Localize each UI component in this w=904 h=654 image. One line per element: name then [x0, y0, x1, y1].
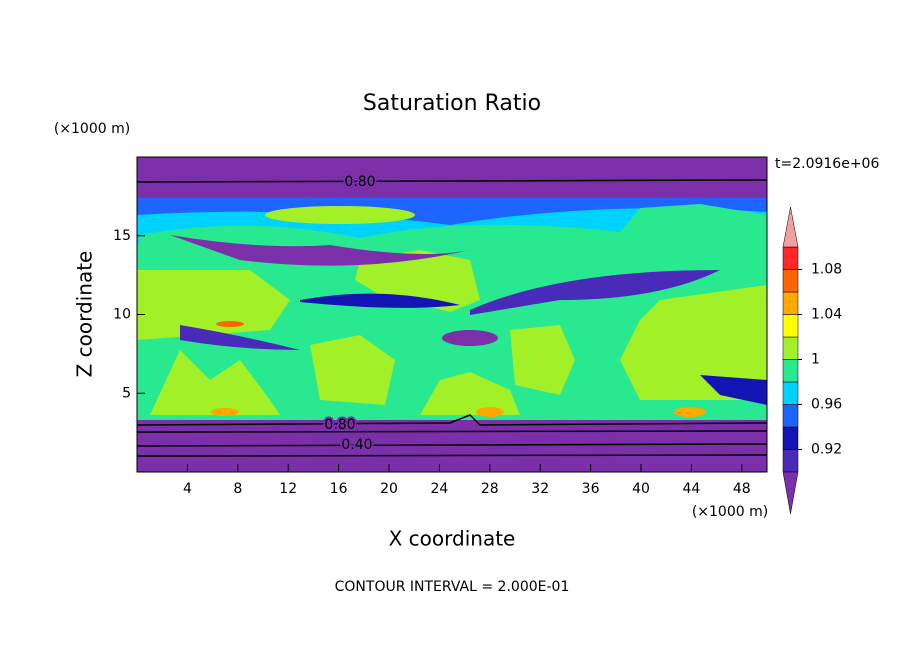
x-tick-label: 32 — [531, 481, 549, 497]
colorbar-box — [782, 314, 799, 338]
colorbar-box — [782, 291, 799, 315]
y-unit: (×1000 m) — [54, 121, 130, 137]
x-tick-label: 16 — [330, 481, 348, 497]
contour-label: 0.80 — [324, 417, 355, 433]
colorbar-low — [782, 471, 799, 515]
x-axis-label: X coordinate — [389, 527, 516, 551]
colorbar-box — [782, 359, 799, 383]
contour-label: 0.80 — [344, 174, 375, 190]
colorbar-tick-label: 0.96 — [811, 397, 842, 413]
contour-field — [136, 156, 768, 473]
x-tick-label: 48 — [733, 481, 751, 497]
colorbar-box — [782, 381, 799, 405]
colorbar-box — [782, 426, 799, 450]
y-axis-label: Z coordinate — [73, 251, 97, 378]
y-tick-label: 15 — [113, 228, 131, 244]
x-tick-label: 36 — [582, 481, 600, 497]
x-tick-label: 28 — [481, 481, 499, 497]
colorbar-box — [782, 449, 799, 473]
x-tick-label: 4 — [183, 481, 192, 497]
x-tick-label: 20 — [380, 481, 398, 497]
chart-title: Saturation Ratio — [363, 91, 541, 116]
x-tick-label: 44 — [682, 481, 700, 497]
colorbar-high — [782, 206, 799, 248]
colorbar-box — [782, 246, 799, 270]
colorbar-tick-label: 1.04 — [811, 307, 842, 323]
y-tick-label: 10 — [113, 307, 131, 323]
colorbar-tick-label: 1 — [811, 352, 820, 368]
colorbar-tick-label: 0.92 — [811, 442, 842, 458]
x-tick-label: 12 — [279, 481, 297, 497]
y-tick-label: 5 — [122, 385, 131, 401]
colorbar-box — [782, 404, 799, 428]
x-tick-label: 24 — [430, 481, 448, 497]
colorbar-tick-label: 1.08 — [811, 262, 842, 278]
contour-label: 0.40 — [341, 437, 372, 453]
colorbar-box — [782, 336, 799, 360]
footer: CONTOUR INTERVAL = 2.000E-01 — [335, 579, 570, 595]
x-tick-label: 8 — [233, 481, 242, 497]
x-unit: (×1000 m) — [692, 504, 768, 520]
colorbar-box — [782, 269, 799, 293]
time-label: t=2.0916e+06 — [775, 156, 879, 172]
x-tick-label: 40 — [632, 481, 650, 497]
